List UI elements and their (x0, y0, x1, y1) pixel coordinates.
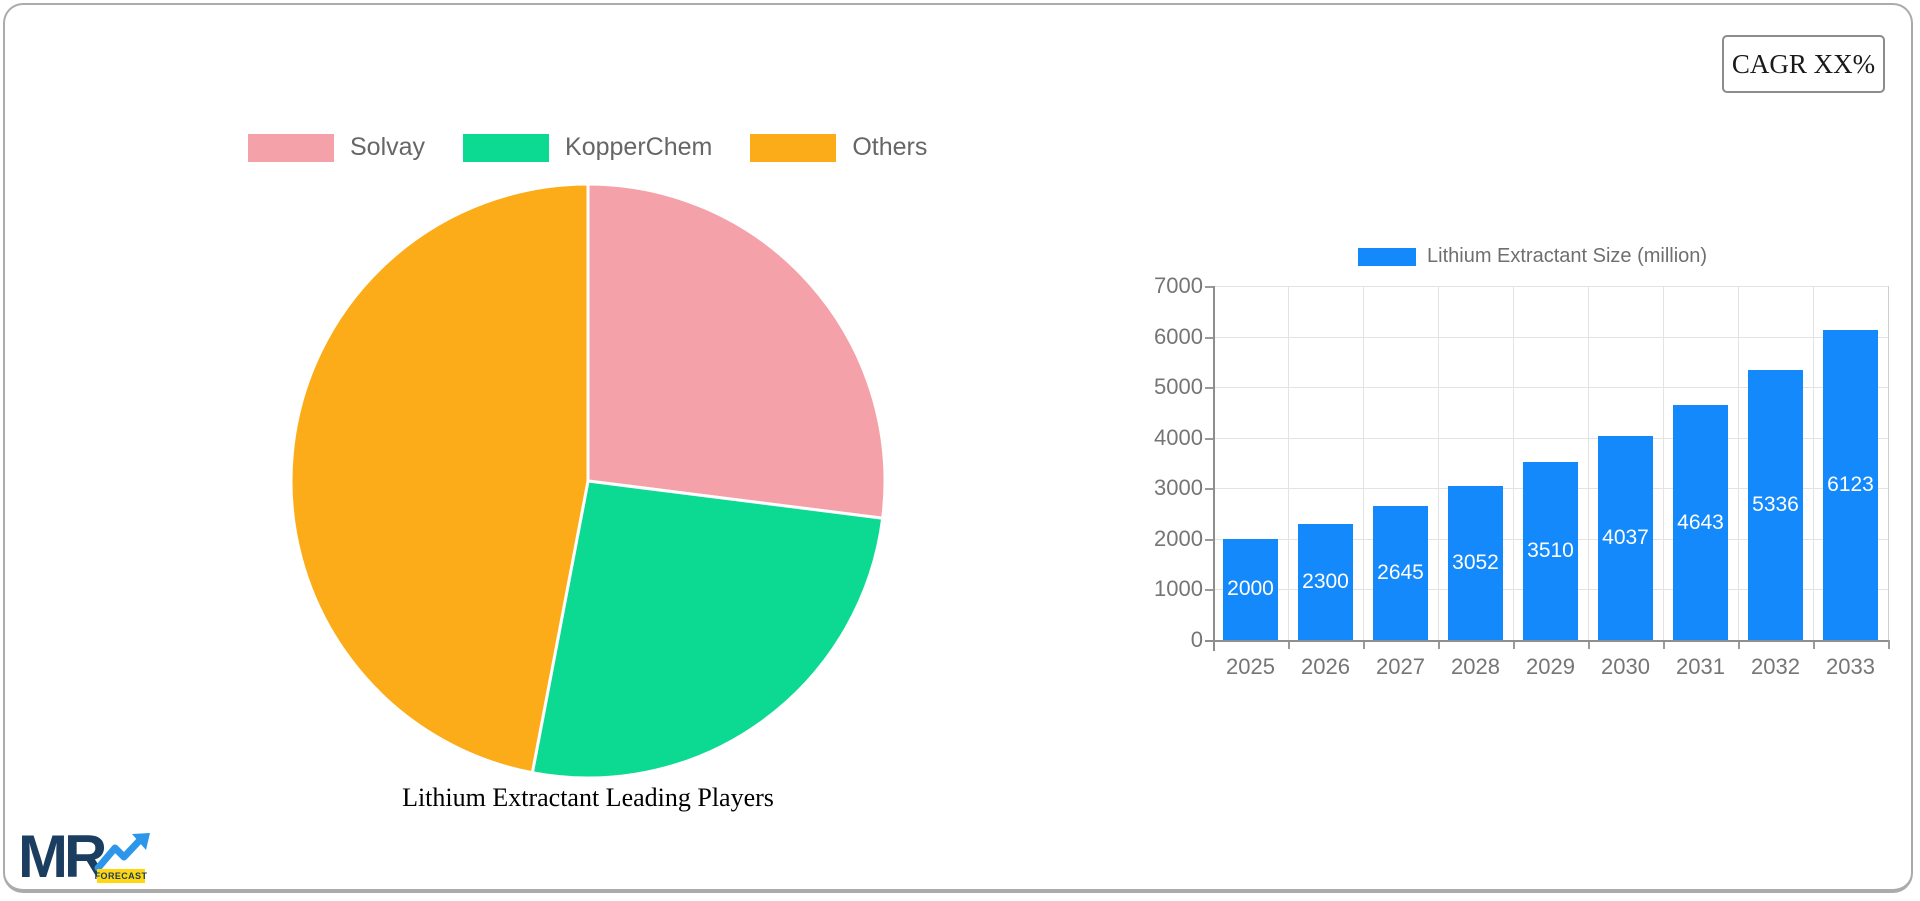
pie-legend-label: Others (852, 133, 928, 161)
logo-forecast-badge: FORECAST (94, 869, 148, 883)
pie-legend-swatch (750, 133, 837, 162)
x-axis-tick-mark (1513, 640, 1515, 649)
trend-arrow-icon (94, 833, 150, 872)
bar-value-label: 2000 (1227, 577, 1274, 601)
bar-value-label: 3052 (1452, 550, 1499, 574)
gridline-horizontal (1213, 336, 1888, 338)
bar-value-label: 4643 (1677, 510, 1724, 534)
bar-2028 (1448, 485, 1503, 640)
y-axis-tick-mark (1205, 437, 1213, 440)
x-axis-line (1205, 640, 1888, 642)
bar-legend-label: Lithium Extractant Size (million) (1427, 245, 1708, 267)
bar-chart-legend: Lithium Extractant Size (million) (1358, 245, 1707, 268)
gridline-vertical (1513, 286, 1514, 640)
y-axis-label: 2000 (1154, 525, 1203, 551)
y-axis-label: 7000 (1154, 273, 1203, 298)
pie-slice-kopperchem (530, 479, 885, 780)
gridline-vertical (1588, 286, 1589, 640)
bar-value-label: 5336 (1752, 493, 1799, 517)
pie-legend-swatch (463, 133, 550, 162)
gridline-vertical (1738, 286, 1739, 640)
gridline-vertical (1438, 286, 1439, 640)
y-axis-tick-mark (1205, 387, 1213, 390)
y-axis-label: 1000 (1154, 576, 1203, 602)
gridline-vertical (1888, 286, 1889, 640)
x-axis-tick-mark (1363, 640, 1365, 649)
bar-value-label: 2300 (1302, 569, 1349, 593)
gridline-vertical (1288, 286, 1289, 640)
gridline-vertical (1813, 286, 1814, 640)
x-axis-label: 2029 (1526, 654, 1575, 679)
pie-chart-title: Lithium Extractant Leading Players (402, 783, 774, 812)
cagr-badge: CAGR XX% (1722, 35, 1885, 93)
x-axis-label: 2032 (1751, 654, 1800, 679)
x-axis-tick-mark (1588, 640, 1590, 649)
pie-legend-label: Solvay (350, 133, 426, 161)
x-axis-tick-mark (1438, 640, 1440, 649)
pie-chart (289, 182, 887, 780)
x-axis-tick-mark (1738, 640, 1740, 649)
x-axis-label: 2027 (1376, 654, 1425, 679)
x-axis-tick-mark (1813, 640, 1815, 649)
bar-2026 (1298, 523, 1353, 640)
pie-legend: Solvay KopperChem Others (248, 133, 927, 162)
bar-2031 (1673, 405, 1728, 640)
x-axis-tick-mark (1888, 640, 1890, 649)
bar-2032 (1748, 370, 1803, 640)
y-axis-label: 6000 (1154, 323, 1203, 349)
bar-2033 (1823, 330, 1878, 640)
y-axis-label: 5000 (1154, 374, 1203, 400)
y-axis-tick-mark (1205, 488, 1213, 491)
x-axis-label: 2031 (1676, 654, 1725, 679)
pie-slice-solvay (586, 182, 887, 520)
bar-value-label: 4037 (1602, 525, 1649, 549)
pie-legend-item: Solvay (248, 133, 425, 162)
logo-brand-text: MR (18, 823, 107, 890)
bar-value-label: 3510 (1527, 539, 1574, 563)
y-axis-tick-mark (1205, 286, 1213, 288)
y-axis-label: 3000 (1154, 475, 1203, 501)
x-axis-label: 2028 (1451, 654, 1500, 679)
x-axis-label: 2025 (1226, 654, 1275, 679)
x-axis-tick-mark (1288, 640, 1290, 649)
x-axis-label: 2030 (1601, 654, 1650, 679)
gridline-horizontal (1213, 387, 1888, 389)
pie-legend-swatch (248, 133, 334, 162)
gridline-vertical (1363, 286, 1364, 640)
y-axis-tick-mark (1205, 538, 1213, 541)
bar-value-label: 6123 (1827, 473, 1874, 497)
bar-value-label: 2645 (1377, 561, 1424, 585)
bar-chart: Lithium Extractant Size (million) 0 1000 2… (1150, 230, 1920, 700)
y-axis-tick-mark (1205, 336, 1213, 339)
mr-forecast-logo: MR FORECAST (18, 826, 158, 892)
bar-2025 (1223, 538, 1278, 640)
x-axis-tick-mark (1663, 640, 1665, 649)
x-axis-label: 2033 (1826, 654, 1875, 679)
pie-slice-others (289, 182, 590, 775)
pie-legend-label: KopperChem (565, 133, 713, 161)
bar-2027 (1373, 506, 1428, 640)
y-axis-label: 4000 (1154, 424, 1203, 450)
pie-legend-item: KopperChem (463, 133, 712, 162)
y-axis-line (1213, 286, 1215, 651)
bar-2029 (1523, 462, 1578, 640)
bar-legend-swatch (1358, 247, 1416, 266)
pie-legend-item: Others (750, 133, 927, 162)
bar-2030 (1598, 435, 1653, 640)
gridline-horizontal (1213, 286, 1888, 287)
y-axis-label: 0 (1190, 627, 1203, 652)
x-axis-label: 2026 (1301, 654, 1350, 679)
gridline-horizontal (1213, 437, 1888, 439)
gridline-vertical (1663, 286, 1664, 640)
y-axis-tick-mark (1205, 589, 1213, 592)
cagr-label: CAGR XX% (1731, 48, 1876, 79)
